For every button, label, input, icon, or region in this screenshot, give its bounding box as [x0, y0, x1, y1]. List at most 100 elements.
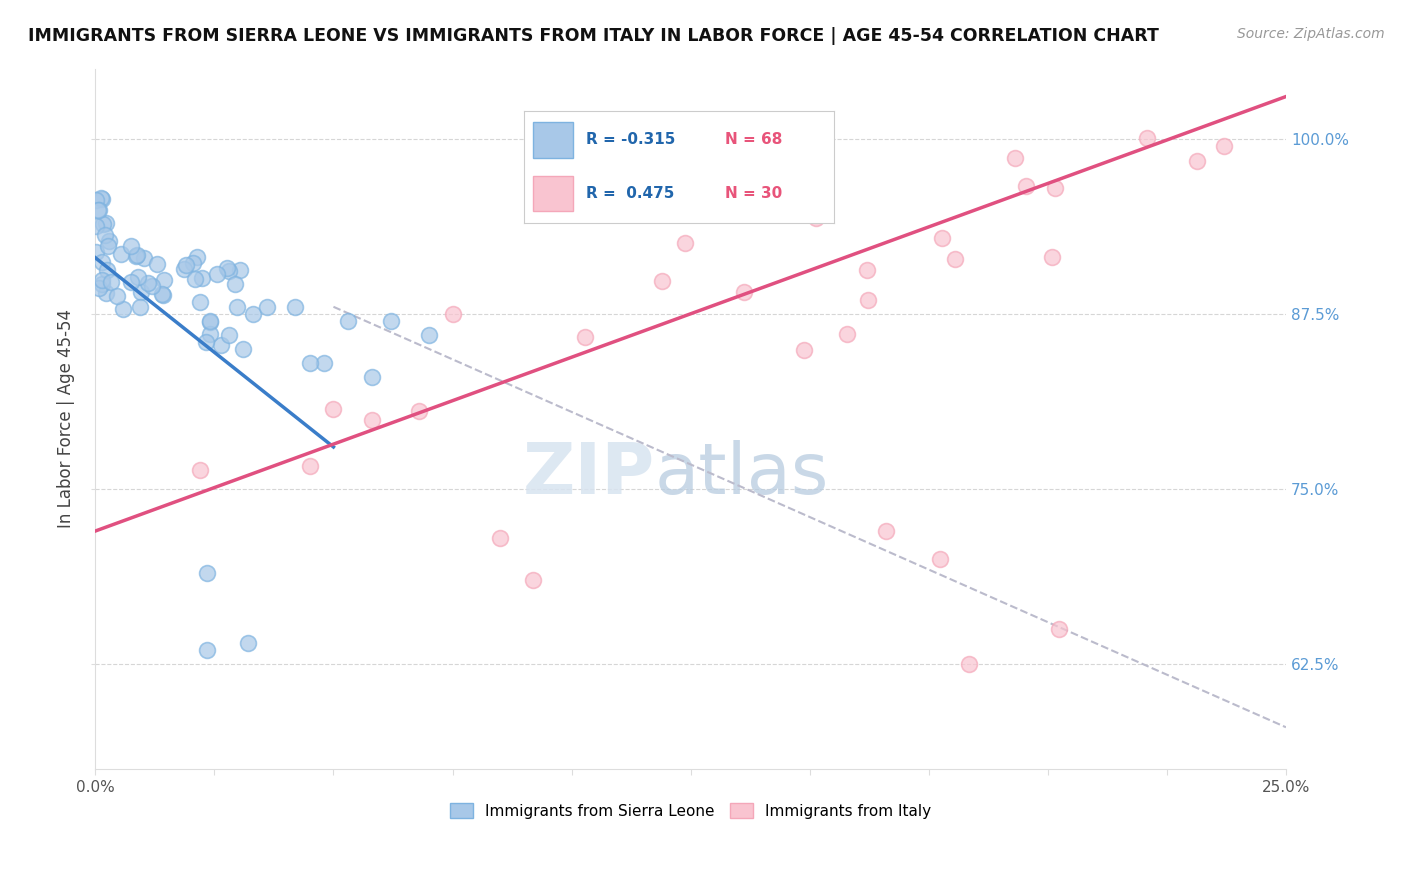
Point [229, 263, 252, 277]
Point [856, 293, 879, 307]
Point [218, 263, 240, 277]
Point [380, 314, 402, 328]
Point [105, 288, 128, 302]
Point [360, 369, 382, 384]
Point [90, 191, 112, 205]
Point [110, 247, 132, 261]
Point [804, 211, 827, 225]
Point [957, 657, 980, 672]
Point [835, 326, 858, 341]
Point [100, 275, 122, 289]
Point [224, 277, 246, 292]
Point [522, 573, 544, 587]
Point [298, 458, 321, 473]
Point [86, 245, 108, 260]
Point [298, 356, 321, 370]
Point [91, 218, 114, 232]
Point [90, 277, 112, 291]
Point [87, 203, 110, 218]
Point [1136, 131, 1159, 145]
Point [84, 193, 107, 207]
Point [181, 256, 204, 270]
Point [128, 300, 150, 314]
Point [200, 327, 222, 342]
Point [190, 295, 212, 310]
Point [89, 202, 111, 217]
Point [928, 552, 950, 566]
Point [186, 250, 208, 264]
Point [152, 288, 174, 302]
Point [111, 302, 134, 317]
Text: IMMIGRANTS FROM SIERRA LEONE VS IMMIGRANTS FROM ITALY IN LABOR FORCE | AGE 45-54: IMMIGRANTS FROM SIERRA LEONE VS IMMIGRAN… [28, 27, 1159, 45]
Point [1015, 178, 1038, 193]
Text: ZIP: ZIP [523, 441, 655, 509]
Point [931, 231, 953, 245]
Point [127, 269, 149, 284]
Point [574, 330, 596, 344]
Point [150, 286, 173, 301]
Point [651, 274, 673, 288]
Point [125, 248, 148, 262]
Point [1212, 139, 1234, 153]
Point [129, 285, 152, 299]
Point [90, 273, 112, 287]
Point [943, 252, 966, 267]
Point [136, 276, 159, 290]
Point [875, 524, 897, 538]
Point [94, 227, 117, 242]
Text: atlas: atlas [655, 441, 830, 509]
Point [360, 413, 382, 427]
Point [673, 236, 696, 251]
Point [125, 249, 148, 263]
Point [146, 257, 169, 271]
Point [1040, 250, 1063, 264]
Point [256, 300, 278, 314]
Point [91, 255, 114, 269]
Point [284, 300, 307, 314]
Point [141, 279, 163, 293]
Point [120, 275, 142, 289]
Point [89, 280, 111, 294]
Point [226, 300, 249, 314]
Point [489, 531, 512, 545]
Point [198, 314, 221, 328]
Point [217, 261, 239, 276]
Legend: Immigrants from Sierra Leone, Immigrants from Italy: Immigrants from Sierra Leone, Immigrants… [444, 797, 938, 825]
Point [120, 239, 142, 253]
Point [1047, 622, 1070, 636]
Point [174, 258, 197, 272]
Point [1187, 153, 1209, 168]
Point [205, 267, 228, 281]
Point [1004, 152, 1026, 166]
Point [209, 338, 232, 352]
Point [312, 356, 335, 370]
Y-axis label: In Labor Force | Age 45-54: In Labor Force | Age 45-54 [58, 310, 75, 528]
Point [408, 404, 430, 418]
Point [96, 262, 118, 277]
Point [322, 401, 344, 416]
Point [236, 636, 259, 650]
Point [132, 252, 155, 266]
Point [195, 643, 218, 657]
Point [184, 272, 207, 286]
Point [195, 566, 218, 580]
Point [153, 273, 176, 287]
Point [242, 307, 264, 321]
Point [793, 343, 815, 357]
Point [232, 342, 254, 356]
Point [218, 327, 240, 342]
Point [173, 262, 195, 277]
Text: Source: ZipAtlas.com: Source: ZipAtlas.com [1237, 27, 1385, 41]
Point [198, 315, 221, 329]
Point [98, 235, 121, 249]
Point [97, 239, 120, 253]
Point [94, 216, 117, 230]
Point [86, 219, 108, 233]
Point [195, 334, 218, 349]
Point [856, 263, 879, 277]
Point [96, 285, 118, 300]
Point [91, 192, 114, 206]
Point [418, 327, 440, 342]
Point [1043, 181, 1066, 195]
Point [191, 271, 214, 285]
